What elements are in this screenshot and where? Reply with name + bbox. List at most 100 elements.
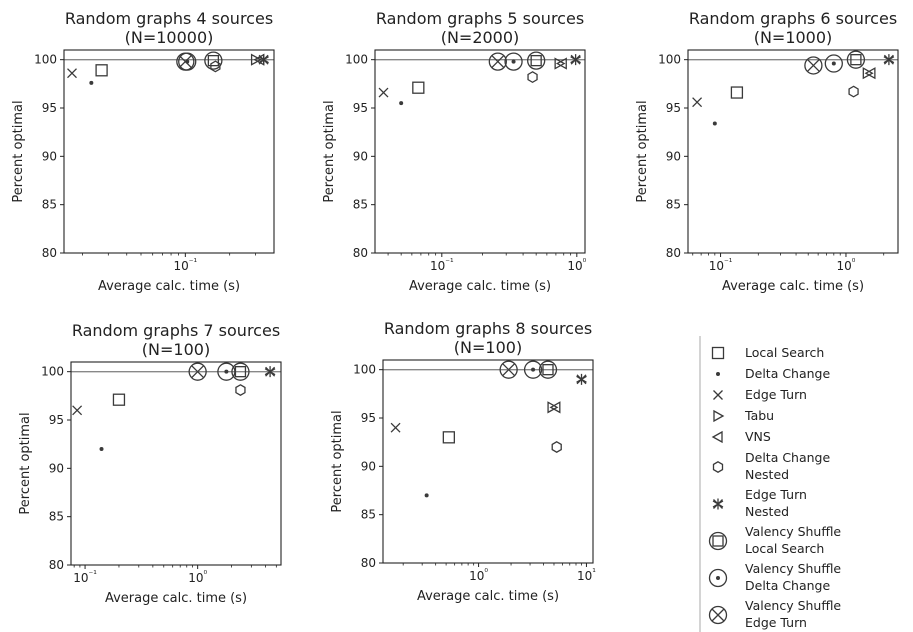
data-point-vsls — [204, 51, 223, 70]
data-point-ls — [412, 81, 425, 94]
chart-title: Random graphs 5 sources — [376, 9, 584, 28]
x-tick-label: 10⁻¹ — [174, 258, 198, 273]
x-tick-label: 10⁰ — [469, 568, 488, 583]
data-point-etn — [883, 54, 895, 66]
y-tick-label: 90 — [361, 459, 376, 473]
data-points — [692, 50, 895, 126]
legend-label: Nested — [745, 467, 789, 482]
legend-label: VNS — [745, 429, 771, 444]
chart-title: Random graphs 4 sources — [65, 9, 273, 28]
star-marker-icon — [712, 498, 724, 510]
y-tick-label: 95 — [49, 413, 64, 427]
data-point-dcn — [235, 384, 246, 396]
chart-subtitle: (N=2000) — [441, 28, 520, 47]
y-tick-label: 85 — [361, 508, 376, 522]
data-point-et — [390, 422, 401, 433]
data-point-vsdc — [824, 54, 843, 73]
data-point-tabu — [250, 53, 262, 66]
x-axis-label: Average calc. time (s) — [417, 589, 559, 604]
data-point-etn — [264, 366, 276, 378]
data-point-etn — [570, 54, 581, 66]
legend-label: Valency Shuffle — [745, 598, 841, 613]
data-point-etn — [258, 54, 269, 66]
x-tick-label: 10⁰ — [567, 258, 586, 273]
y-tick-label: 100 — [353, 363, 376, 377]
data-point-dc — [89, 80, 94, 85]
legend-item-dc: Delta Change — [716, 366, 830, 381]
y-tick-label: 100 — [658, 53, 681, 67]
y-axis-label: Percent optimal — [11, 100, 26, 202]
legend-item-etn: Edge Turn Nested — [712, 487, 807, 519]
data-point-vsls — [527, 51, 546, 70]
data-points — [378, 51, 581, 106]
legend-label: Valency Shuffle — [745, 524, 841, 539]
data-point-dc — [424, 493, 429, 498]
data-point-vsdc — [523, 360, 543, 379]
legend-label: Delta Change — [745, 366, 830, 381]
triangle-left-marker-icon — [711, 430, 723, 444]
plot-frame — [374, 49, 586, 254]
data-point-ls — [442, 431, 455, 444]
legend-label: Edge Turn — [745, 487, 807, 502]
y-tick-label: 85 — [666, 198, 681, 212]
data-point-vset — [499, 360, 518, 379]
legend: Local Search Delta Change Edge Turn Tabu VNS… — [699, 336, 841, 632]
legend-label: Valency Shuffle — [745, 561, 841, 576]
legend-label: Nested — [745, 504, 789, 519]
data-point-vsls — [846, 50, 866, 69]
y-tick-label: 95 — [353, 101, 368, 115]
y-tick-label: 85 — [353, 198, 368, 212]
plot-frame — [382, 359, 594, 564]
y-tick-label: 80 — [49, 558, 64, 572]
x-tick-label: 10⁻¹ — [430, 258, 454, 273]
x-axis-label: Average calc. time (s) — [98, 279, 240, 294]
legend-item-dcn: Delta Change Nested — [712, 450, 830, 482]
x-axis-label: Average calc. time (s) — [722, 279, 864, 294]
legend-item-vsls: Valency Shuffle Local Search — [708, 524, 841, 556]
data-point-vns — [555, 57, 567, 70]
data-point-ls — [95, 64, 108, 77]
plot-frame — [63, 49, 275, 254]
y-tick-label: 95 — [361, 411, 376, 425]
data-point-vset — [188, 362, 207, 381]
data-point-vsls — [538, 360, 558, 379]
chart-panel-1: Random graphs 4 sources(N=10000) 80 85 90 95… — [11, 9, 275, 294]
y-tick-label: 80 — [42, 246, 57, 260]
chart-title: Random graphs 7 sources — [72, 321, 280, 340]
chart-panel-2: Random graphs 5 sources(N=2000) 80 85 90 95 1… — [322, 9, 587, 294]
y-tick-label: 95 — [42, 101, 57, 115]
x-tick-label: 10⁻¹ — [709, 258, 733, 273]
legend-label: Delta Change — [745, 578, 830, 593]
y-tick-label: 85 — [49, 510, 64, 524]
chart-title: Random graphs 8 sources — [384, 319, 592, 338]
data-point-dcn — [551, 441, 562, 453]
data-point-vset — [176, 52, 195, 71]
data-point-dc — [99, 447, 104, 451]
data-point-vsdc — [178, 52, 197, 71]
data-point-vset — [488, 52, 507, 71]
chart-subtitle: (N=100) — [454, 338, 522, 357]
data-point-vset — [804, 56, 823, 75]
data-point-dc — [712, 121, 717, 126]
chart-title: Random graphs 6 sources — [689, 9, 897, 28]
data-point-et — [378, 87, 389, 98]
y-tick-label: 85 — [42, 198, 57, 212]
data-points — [390, 360, 587, 498]
x-tick-label: 10¹ — [577, 568, 596, 583]
dot-marker-icon — [716, 372, 720, 376]
y-tick-label: 80 — [361, 556, 376, 570]
x-tick-label: 10⁻¹ — [73, 570, 97, 585]
circled-square-marker-icon — [708, 531, 728, 551]
legend-label: Edge Turn — [745, 615, 807, 630]
y-tick-label: 90 — [353, 149, 368, 163]
legend-item-vset: Valency Shuffle Edge Turn — [708, 598, 841, 630]
chart-subtitle: (N=100) — [142, 340, 210, 359]
data-point-et — [67, 68, 77, 79]
x-marker-icon — [713, 390, 723, 400]
data-point-ls — [730, 86, 744, 99]
chart-panel-3: Random graphs 6 sources(N=1000) 80 85 90 95 1… — [635, 9, 899, 294]
y-tick-label: 95 — [666, 101, 681, 115]
y-tick-label: 80 — [353, 246, 368, 260]
data-point-dcn — [210, 60, 221, 73]
